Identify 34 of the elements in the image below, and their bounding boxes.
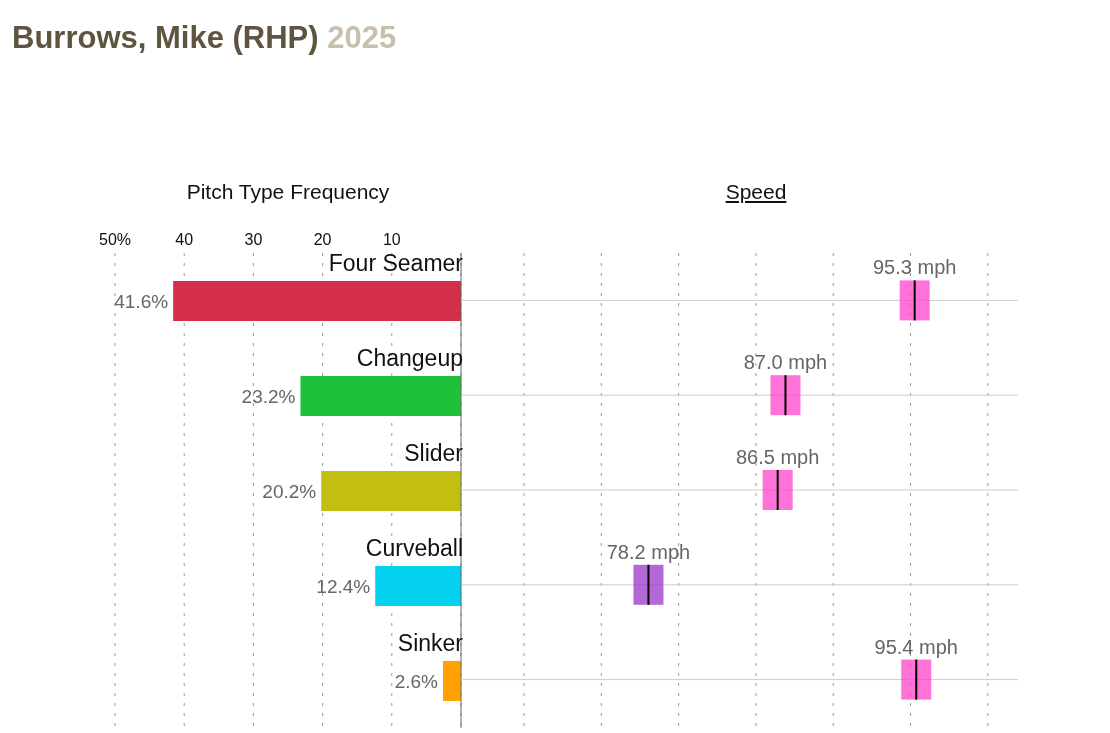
data-label: 87.0 mph: [743, 351, 828, 374]
data-label: 2.6%: [394, 671, 439, 692]
point: [901, 659, 932, 700]
chart-title: Burrows, Mike (RHP): [12, 20, 319, 55]
data-label: 86.5 mph: [735, 446, 820, 468]
y-tick-label: Changeup: [356, 344, 463, 371]
x-tick-label: 10: [382, 231, 401, 248]
point: [770, 375, 801, 416]
x-axis-title: Speed: [724, 180, 788, 204]
y-tick-label: Sinker: [397, 629, 464, 656]
bar: [375, 566, 461, 606]
x-tick-label: 20: [313, 231, 332, 248]
x-axis-title: Pitch Type Frequency: [185, 180, 391, 204]
point: [899, 280, 930, 321]
x-tick-label: 40: [175, 231, 194, 248]
bar: [300, 376, 461, 416]
data-label: 41.6%: [114, 291, 169, 312]
data-label: 12.4%: [316, 576, 371, 597]
data-label: 78.2 mph: [606, 540, 691, 563]
data-label: 95.4 mph: [874, 635, 958, 658]
point: [633, 564, 664, 605]
bar: [173, 281, 461, 321]
bar: [321, 471, 461, 511]
y-tick-label: Four Seamer: [328, 249, 464, 276]
chart-subtitle: 2025: [326, 20, 397, 55]
data-label: 23.2%: [241, 386, 296, 407]
bar: [443, 661, 461, 701]
y-tick-label: Curveball: [365, 534, 463, 561]
x-tick-label: 30: [244, 231, 263, 248]
data-label: 20.2%: [262, 481, 317, 502]
point: [762, 470, 793, 510]
x-tick-label: 50%: [98, 231, 132, 248]
data-label: 95.3 mph: [872, 256, 957, 279]
y-tick-label: Slider: [404, 439, 464, 466]
